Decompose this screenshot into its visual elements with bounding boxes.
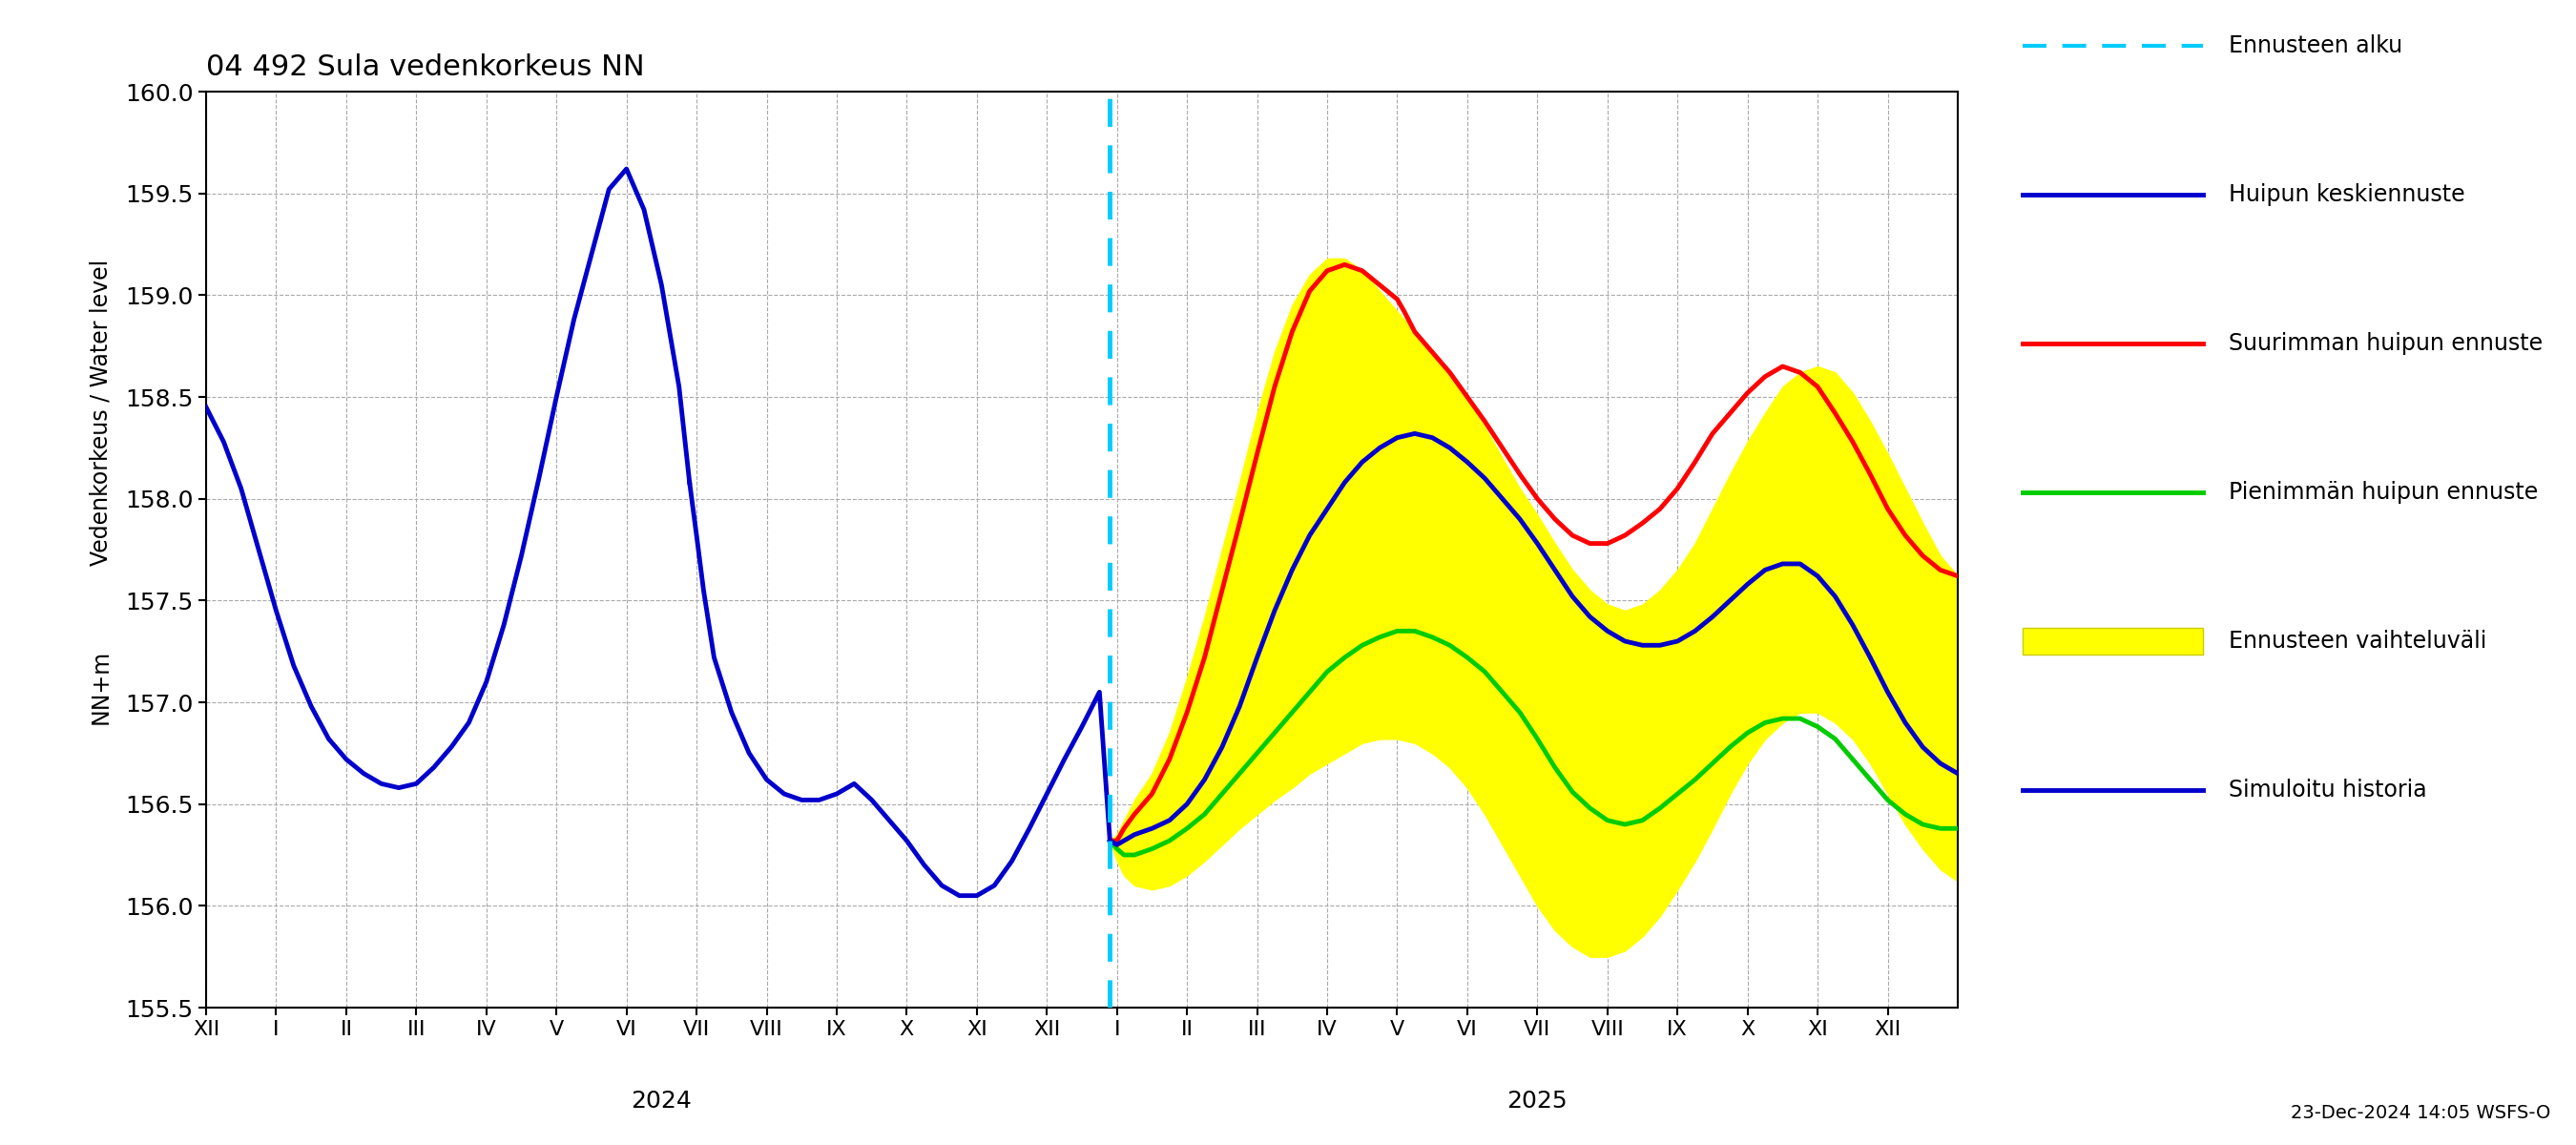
Text: 04 492 Sula vedenkorkeus NN: 04 492 Sula vedenkorkeus NN <box>206 54 644 81</box>
Text: 2024: 2024 <box>631 1090 693 1113</box>
Text: 2025: 2025 <box>1507 1090 1569 1113</box>
Text: Pienimmän huipun ennuste: Pienimmän huipun ennuste <box>2228 481 2537 504</box>
Text: Vedenkorkeus / Water level: Vedenkorkeus / Water level <box>90 259 113 566</box>
Text: Simuloitu historia: Simuloitu historia <box>2228 779 2427 802</box>
Text: Ennusteen vaihteluväli: Ennusteen vaihteluväli <box>2228 630 2486 653</box>
Text: Huipun keskiennuste: Huipun keskiennuste <box>2228 183 2465 206</box>
Text: NN+m: NN+m <box>90 649 113 725</box>
Text: Ennusteen alku: Ennusteen alku <box>2228 34 2401 57</box>
Text: Suurimman huipun ennuste: Suurimman huipun ennuste <box>2228 332 2543 355</box>
Text: 23-Dec-2024 14:05 WSFS-O: 23-Dec-2024 14:05 WSFS-O <box>2290 1104 2550 1122</box>
